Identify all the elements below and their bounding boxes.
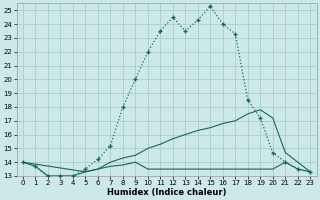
X-axis label: Humidex (Indice chaleur): Humidex (Indice chaleur) [107,188,226,197]
